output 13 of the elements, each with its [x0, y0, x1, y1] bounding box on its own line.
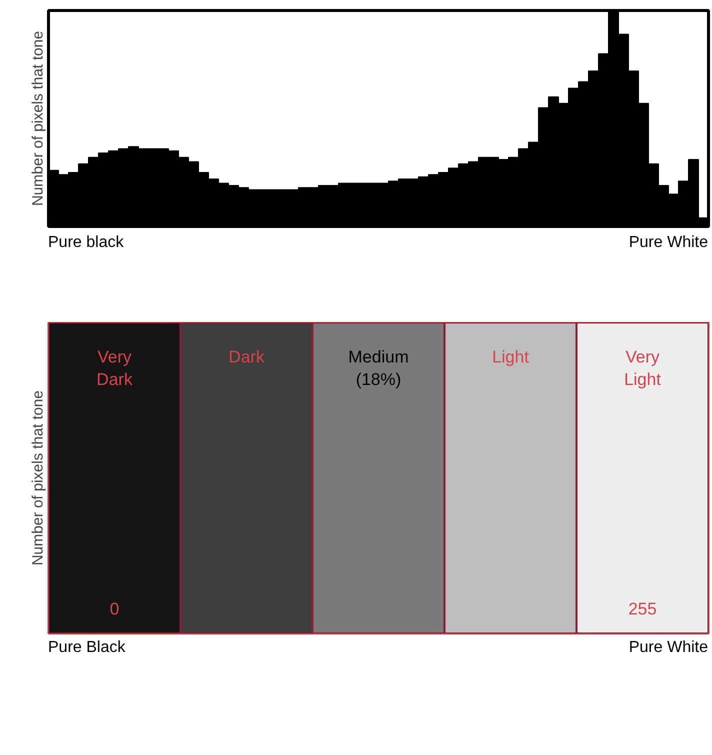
text: Pure black: [48, 233, 124, 253]
category-label: Medium (18%): [348, 347, 409, 390]
text: 0: [110, 600, 120, 619]
y-axis-title: Number of pixels that tone: [30, 30, 46, 206]
text: Number of pixels that tone: [30, 390, 46, 566]
category-label: Very Dark: [96, 347, 133, 390]
category-label: Dark: [228, 347, 265, 366]
text: Pure Black: [48, 638, 126, 658]
category-label: Very Light: [624, 347, 662, 390]
category-label: Light: [492, 347, 530, 366]
text: Pure White: [628, 638, 708, 658]
text: 255: [628, 600, 657, 619]
text: Pure White: [628, 233, 708, 253]
